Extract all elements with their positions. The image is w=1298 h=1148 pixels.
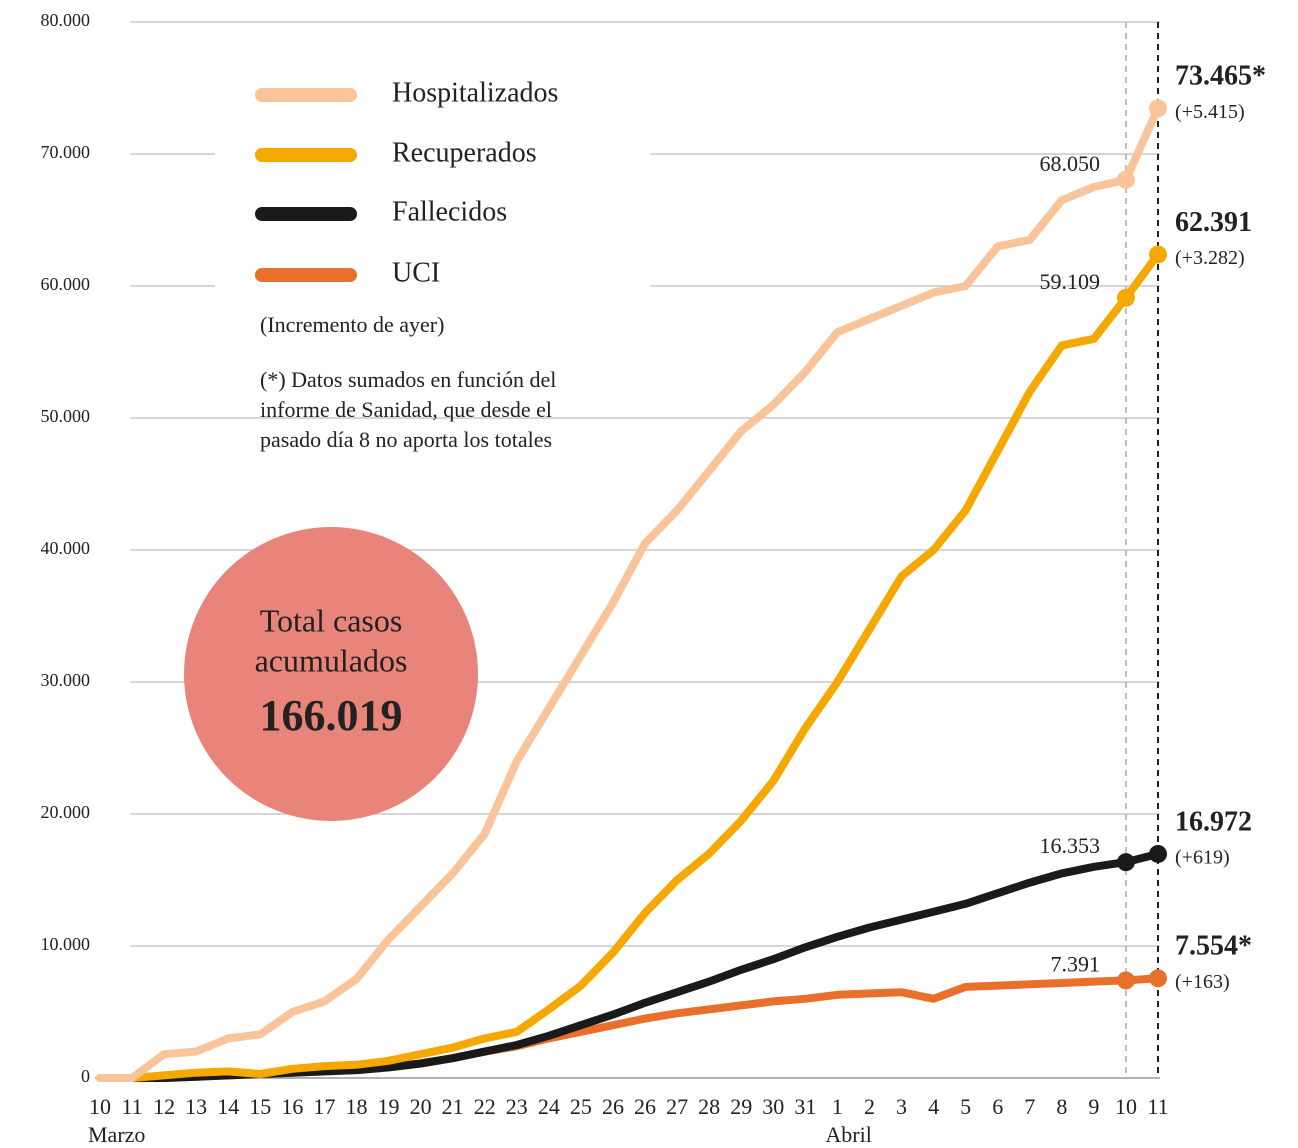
point — [1116, 971, 1135, 990]
series-line — [128, 850, 1162, 1082]
x-tick-label: 26 — [634, 1094, 656, 1119]
x-tick-label: 11 — [1147, 1094, 1168, 1119]
legend-label: Hospitalizados — [392, 77, 558, 108]
x-tick-label: 13 — [185, 1094, 207, 1119]
legend-label: UCI — [392, 257, 440, 288]
point — [1149, 245, 1167, 264]
series-line — [96, 104, 1162, 1082]
legend-label: Fallecidos — [392, 196, 507, 227]
x-tick-label: 16 — [281, 1094, 303, 1119]
total-value: 166.019 — [260, 691, 403, 740]
month-label: Marzo — [88, 1122, 145, 1147]
x-tick-label: 12 — [153, 1094, 175, 1119]
legend-label: Recuperados — [392, 137, 537, 168]
y-tick-label: 80.000 — [41, 10, 91, 30]
x-tick-label: 26 — [602, 1094, 624, 1119]
x-tick-label: 19 — [378, 1094, 400, 1119]
x-tick-label: 6 — [992, 1094, 1003, 1119]
total-circle — [184, 527, 478, 821]
value-label: 16.972 — [1175, 806, 1252, 837]
x-tick-label: 14 — [217, 1094, 239, 1119]
y-tick-label: 20.000 — [41, 802, 91, 822]
x-tick-label: 4 — [928, 1094, 939, 1119]
y-tick-label: 30.000 — [41, 670, 91, 690]
y-tick-label: 70.000 — [41, 142, 91, 162]
x-tick-label: 17 — [313, 1094, 335, 1119]
x-tick-label: 31 — [794, 1094, 816, 1119]
increment-label: (+5.415) — [1175, 101, 1245, 123]
y-tick-label: 50.000 — [41, 406, 91, 426]
increment-label: (+3.282) — [1175, 247, 1245, 269]
x-tick-label: 1 — [832, 1094, 843, 1119]
footnote: (*) Datos sumados en función del — [260, 367, 556, 392]
point — [1149, 844, 1167, 863]
x-tick-label: 8 — [1056, 1094, 1067, 1119]
x-tick-label: 25 — [570, 1094, 592, 1119]
value-label: 59.109 — [1040, 269, 1101, 294]
x-tick-label: 28 — [698, 1094, 720, 1119]
x-tick-label: 9 — [1088, 1094, 1099, 1119]
series-line — [96, 250, 1162, 1082]
increment-label: (+163) — [1175, 971, 1230, 993]
value-label: 68.050 — [1040, 151, 1101, 176]
point — [1149, 99, 1167, 118]
x-tick-label: 3 — [896, 1094, 907, 1119]
month-label: Abril — [825, 1122, 871, 1147]
x-tick-label: 30 — [762, 1094, 784, 1119]
value-label: 7.391 — [1051, 951, 1101, 976]
footnote: informe de Sanidad, que desde el — [260, 397, 552, 422]
x-tick-label: 10 — [89, 1094, 111, 1119]
note: (Incremento de ayer) — [260, 312, 444, 337]
footnote: pasado día 8 no aporta los totales — [260, 427, 552, 452]
increment-label: (+619) — [1175, 847, 1230, 869]
x-tick-label: 24 — [538, 1094, 560, 1119]
total-label: Total casos — [260, 602, 403, 638]
y-tick-label: 40.000 — [41, 538, 91, 558]
total-label: acumulados — [255, 642, 408, 678]
y-tick-label: 10.000 — [41, 934, 91, 954]
x-tick-label: 22 — [474, 1094, 496, 1119]
y-tick-label: 0 — [81, 1066, 90, 1086]
point — [1116, 853, 1135, 872]
x-tick-label: 10 — [1115, 1094, 1137, 1119]
x-tick-label: 18 — [345, 1094, 367, 1119]
value-label: 73.465* — [1175, 61, 1266, 92]
point — [1149, 969, 1167, 988]
value-label: 7.554* — [1175, 931, 1252, 962]
point — [1116, 288, 1135, 307]
value-label: 16.353 — [1040, 833, 1101, 858]
y-tick-label: 60.000 — [41, 274, 91, 294]
point — [1116, 170, 1135, 189]
x-tick-label: 2 — [864, 1094, 875, 1119]
x-tick-label: 21 — [442, 1094, 464, 1119]
x-tick-label: 5 — [960, 1094, 971, 1119]
x-tick-label: 20 — [410, 1094, 432, 1119]
x-tick-label: 15 — [249, 1094, 271, 1119]
x-tick-label: 7 — [1024, 1094, 1035, 1119]
x-tick-label: 23 — [506, 1094, 528, 1119]
x-tick-label: 29 — [730, 1094, 752, 1119]
value-label: 62.391 — [1175, 207, 1252, 238]
x-tick-label: 27 — [666, 1094, 688, 1119]
x-tick-label: 11 — [121, 1094, 142, 1119]
